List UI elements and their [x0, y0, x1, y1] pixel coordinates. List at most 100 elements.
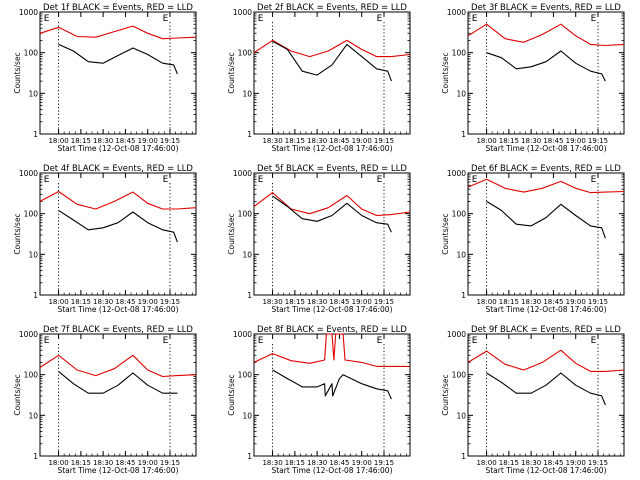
x-tick-label: 18:45 [543, 298, 563, 306]
plot-frame [467, 172, 625, 296]
x-axis-label: Start Time (12-Oct-08 17:46:00) [485, 144, 606, 153]
event-marker-label: E [163, 336, 169, 346]
y-tick-label: 10 [28, 250, 38, 259]
event-marker-label: E [472, 336, 478, 346]
x-axis-label: Start Time (12-Oct-08 17:46:00) [57, 144, 178, 153]
x-tick-label: 18:30 [307, 137, 327, 145]
series-line-events [58, 370, 178, 394]
y-tick-label: 10 [456, 411, 466, 420]
y-axis-label: Counts/sec [227, 374, 236, 415]
y-tick-label: 1000 [447, 169, 466, 178]
plot-frame [253, 11, 411, 135]
y-tick-label: 1000 [447, 8, 466, 17]
series-line-lld [39, 25, 197, 40]
event-marker-label: E [472, 175, 478, 185]
x-tick-label: 18:45 [115, 298, 135, 306]
y-axis-label: Counts/sec [227, 213, 236, 254]
y-axis-label: Counts/sec [441, 213, 450, 254]
y-axis-label: Counts/sec [441, 374, 450, 415]
series-line-lld [39, 354, 197, 378]
chart-panel-5: Det 5f BLACK = Events, RED = LLD 1 10 100 10… [227, 164, 411, 314]
x-tick-label: 19:00 [352, 459, 372, 467]
y-tick-label: 10 [456, 250, 466, 259]
plot-frame [253, 333, 411, 457]
y-axis-label: Counts/sec [441, 52, 450, 93]
y-tick-label: 1000 [447, 330, 466, 339]
chart-panel-6: Det 6f BLACK = Events, RED = LLD 1 10 100 10… [441, 164, 625, 314]
plot-frame [39, 11, 197, 135]
event-marker-label: E [591, 14, 597, 24]
chart-panel-2: Det 2f BLACK = Events, RED = LLD 1 10 100 10… [227, 3, 411, 153]
event-marker-label: E [472, 14, 478, 24]
y-tick-label: 1000 [19, 8, 38, 17]
plot-frame [39, 172, 197, 296]
y-tick-label: 1000 [19, 330, 38, 339]
x-tick-label: 18:30 [521, 459, 541, 467]
chart-panel-9: Det 9f BLACK = Events, RED = LLD 1 10 100 10… [441, 325, 625, 475]
x-tick-label: 18:00 [48, 137, 68, 145]
x-tick-label: 19:15 [160, 137, 180, 145]
x-tick-label: 18:00 [476, 137, 496, 145]
y-tick-label: 100 [24, 371, 39, 380]
chart-panel-7: Det 7f BLACK = Events, RED = LLD 1 10 100 10… [13, 325, 197, 475]
y-tick-label: 1000 [19, 169, 38, 178]
event-marker-label: E [377, 336, 383, 346]
event-marker-label: E [44, 336, 50, 346]
y-tick-label: 1 [461, 452, 466, 461]
y-tick-label: 1 [33, 291, 38, 300]
series-line-lld [467, 23, 625, 47]
y-tick-label: 1 [461, 130, 466, 139]
series-line-events [486, 50, 606, 82]
x-tick-label: 18:45 [543, 137, 563, 145]
series-line-events [58, 43, 178, 75]
series-line-events [272, 195, 392, 233]
x-tick-label: 18:15 [71, 298, 91, 306]
x-axis-label: Start Time (12-Oct-08 17:46:00) [485, 305, 606, 314]
chart-title: Det 8f BLACK = Events, RED = LLD [257, 325, 407, 335]
y-tick-label: 10 [456, 89, 466, 98]
x-tick-label: 18:15 [71, 137, 91, 145]
y-tick-label: 100 [238, 49, 253, 58]
x-tick-label: 18:45 [329, 298, 349, 306]
x-tick-label: 18:15 [71, 459, 91, 467]
x-tick-label: 18:00 [48, 459, 68, 467]
x-tick-label: 18:15 [499, 298, 519, 306]
series-line-lld [467, 178, 625, 194]
y-tick-label: 1000 [233, 169, 252, 178]
y-tick-label: 10 [28, 411, 38, 420]
y-tick-label: 1 [247, 291, 252, 300]
x-tick-label: 18:30 [307, 298, 327, 306]
chart-panel-1: Det 1f BLACK = Events, RED = LLD 1 10 100 10… [13, 3, 197, 153]
y-tick-label: 1 [33, 130, 38, 139]
x-tick-label: 19:15 [588, 137, 608, 145]
y-tick-label: 1000 [233, 8, 252, 17]
y-axis-label: Counts/sec [13, 52, 22, 93]
x-tick-label: 19:15 [374, 137, 394, 145]
event-marker-label: E [258, 14, 264, 24]
x-tick-label: 19:00 [352, 298, 372, 306]
chart-panel-3: Det 3f BLACK = Events, RED = LLD 1 10 100 10… [441, 3, 625, 153]
x-tick-label: 19:15 [160, 298, 180, 306]
y-tick-label: 1 [461, 291, 466, 300]
x-tick-label: 18:30 [93, 298, 113, 306]
chart-title: Det 4f BLACK = Events, RED = LLD [43, 164, 193, 174]
y-tick-label: 1000 [233, 330, 252, 339]
x-tick-label: 18:15 [499, 137, 519, 145]
x-tick-label: 19:00 [566, 298, 586, 306]
x-axis-label: Start Time (12-Oct-08 17:46:00) [57, 305, 178, 314]
chart-title: Det 9f BLACK = Events, RED = LLD [471, 325, 621, 335]
x-tick-label: 19:15 [160, 459, 180, 467]
x-tick-label: 19:15 [588, 459, 608, 467]
y-tick-label: 100 [452, 371, 467, 380]
x-tick-label: 18:45 [115, 459, 135, 467]
y-axis-label: Counts/sec [227, 52, 236, 93]
x-tick-label: 19:00 [138, 298, 158, 306]
series-line-events [272, 40, 392, 82]
x-tick-label: 18:30 [262, 459, 282, 467]
series-line-lld [39, 190, 197, 210]
event-marker-label: E [44, 175, 50, 185]
plot-frame [467, 333, 625, 457]
y-tick-label: 100 [24, 49, 39, 58]
x-tick-label: 18:15 [285, 137, 305, 145]
